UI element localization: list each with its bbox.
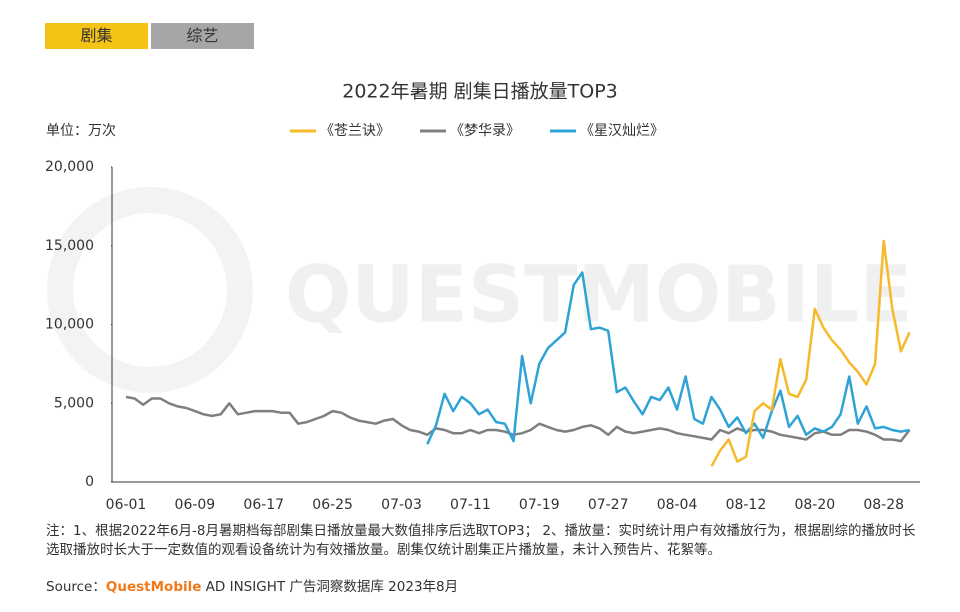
x-tick-label: 06-17: [243, 497, 284, 513]
source-text: AD INSIGHT 广告洞察数据库 2023年8月: [201, 579, 459, 595]
source: Source：QuestMobile AD INSIGHT 广告洞察数据库 20…: [46, 578, 926, 597]
x-tick-label: 06-01: [106, 497, 147, 513]
x-tick-label: 07-19: [519, 497, 560, 513]
y-tick-label: 5,000: [54, 395, 94, 411]
series-line: [710, 239, 911, 467]
chart-title: 2022年暑期 剧集日播放量TOP3: [342, 81, 618, 103]
y-tick-label: 20,000: [45, 159, 94, 175]
x-tick-label: 08-28: [863, 497, 904, 513]
series-line: [125, 395, 911, 443]
x-tick-label: 06-25: [312, 497, 353, 513]
x-tick-label: 08-04: [657, 497, 698, 513]
unit-label: 单位：万次: [46, 123, 116, 139]
source-brand: QuestMobile: [105, 579, 202, 595]
legend-label: 《苍兰诀》: [320, 123, 390, 139]
legend-label: 《梦华录》: [450, 123, 520, 139]
x-tick-label: 06-09: [175, 497, 216, 513]
x-tick-label: 08-12: [726, 497, 767, 513]
watermark: QUESTMOBILE: [285, 250, 913, 340]
source-label: Source：: [46, 579, 106, 595]
tab[interactable]: 综艺: [151, 23, 254, 49]
y-tick-label: 10,000: [45, 317, 94, 333]
y-tick-label: 15,000: [45, 238, 94, 254]
x-tick-label: 07-11: [450, 497, 491, 513]
watermark-logo: [47, 187, 253, 393]
note: 注：1、根据2022年6月-8月暑期档每部剧集日播放量最大数值排序后选取TOP3…: [46, 523, 916, 558]
legend-label: 《星汉灿烂》: [580, 123, 664, 139]
series-line: [426, 271, 910, 445]
x-tick-label: 07-03: [381, 497, 422, 513]
x-tick-label: 08-20: [794, 497, 835, 513]
y-tick-label: 0: [85, 474, 94, 490]
tab[interactable]: 剧集: [45, 23, 148, 49]
x-tick-label: 07-27: [588, 497, 629, 513]
